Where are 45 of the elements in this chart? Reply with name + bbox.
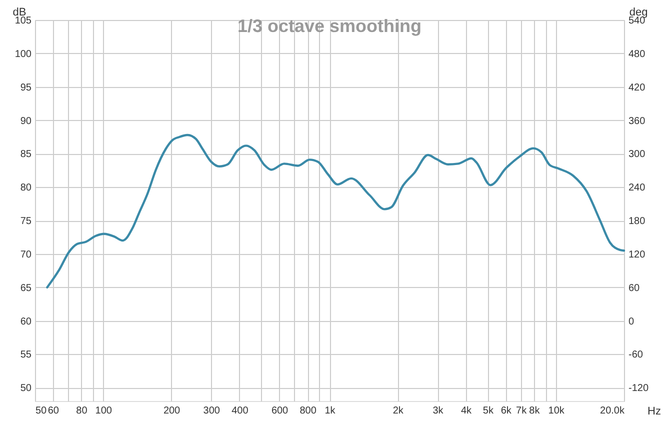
x-tick-label: 2k	[392, 406, 404, 416]
chart-title: 1/3 octave smoothing	[237, 16, 422, 36]
y2-tick-label: 420	[628, 82, 646, 94]
x-tick-label: 4k	[461, 406, 473, 416]
y-tick-label: 100	[14, 48, 32, 60]
y-tick-label: 50	[20, 383, 32, 394]
x-tick-label: 7k	[516, 406, 528, 416]
x-tick-label: 100	[95, 406, 112, 416]
y-tick-label: 95	[20, 82, 32, 94]
x-axis-title: Hz	[648, 406, 661, 418]
y2-tick-label: 480	[628, 48, 646, 60]
y2-tick-label: 360	[628, 116, 646, 127]
y2-tick-label: 0	[628, 316, 634, 328]
y-tick-label: 65	[20, 282, 32, 294]
y-tick-label: 60	[20, 316, 32, 328]
x-tick-label: 800	[300, 406, 317, 416]
y-tick-label: 85	[20, 149, 32, 160]
y2-tick-label: -120	[628, 383, 649, 394]
y-tick-label: 105	[14, 16, 32, 26]
x-tick-label: 60	[48, 406, 60, 416]
x-tick-label: 50	[36, 406, 48, 416]
y2-tick-label: 540	[628, 16, 646, 26]
x-tick-label: 200	[163, 406, 181, 416]
y2-tick-label: 120	[628, 249, 646, 260]
x-tick-label: 6k	[500, 406, 512, 416]
y-tick-label: 80	[20, 182, 32, 194]
x-tick-label: 80	[76, 406, 88, 416]
y-tick-label: 90	[20, 116, 32, 127]
y-tick-label: 55	[20, 350, 32, 361]
x-tick-label: 300	[203, 406, 220, 416]
x-tick-label: 600	[271, 406, 289, 416]
y2-tick-label: 180	[628, 216, 646, 228]
y-tick-label: 75	[20, 216, 32, 228]
y2-tick-label: 240	[628, 182, 646, 194]
y2-tick-label: 60	[628, 282, 640, 294]
x-tick-label: 3k	[432, 406, 444, 416]
y2-tick-label: 300	[628, 149, 646, 160]
x-tick-label: 20.0k	[600, 406, 626, 416]
x-tick-label: 400	[232, 406, 249, 416]
x-tick-label: 5k	[482, 406, 494, 416]
x-tick-label: 1k	[324, 406, 336, 416]
y-tick-label: 70	[20, 249, 32, 260]
x-tick-label: 10k	[548, 406, 566, 416]
x-tick-label: 8k	[529, 406, 541, 416]
y2-tick-label: -60	[628, 350, 644, 361]
